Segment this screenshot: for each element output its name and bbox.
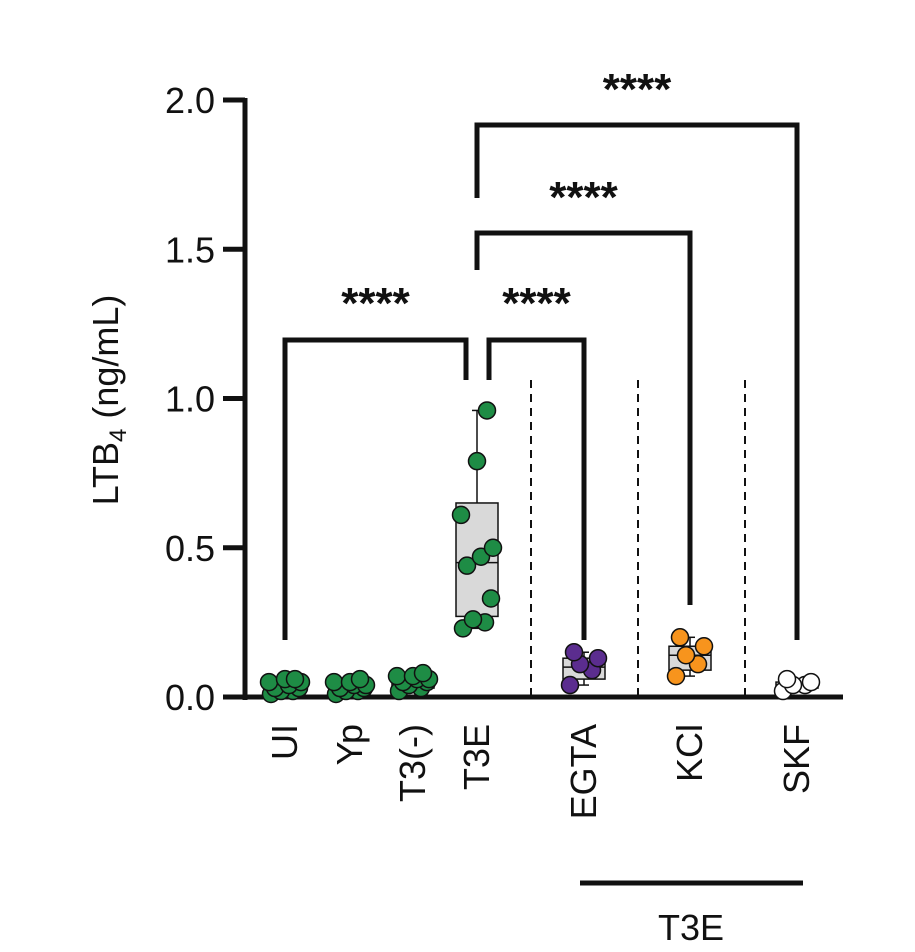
data-point-egta (560, 675, 580, 695)
data-point-t3e (483, 538, 503, 557)
significance-label-t3e-vs-skf: **** (603, 65, 672, 114)
significance-label-t3e-vs-kcl: **** (549, 173, 618, 222)
y-ticks: 0.0 0.5 1.0 1.5 2.0 (165, 80, 245, 718)
data-point-kcl (694, 637, 714, 656)
data-point-kcl (670, 628, 690, 647)
data-point-egta (588, 648, 608, 668)
x-tick-label-egta: EGTA (563, 724, 604, 819)
data-point-t3e (477, 401, 497, 420)
group-dividers (530, 380, 746, 697)
x-tick-label-t3e: T3E (456, 724, 497, 790)
axes (242, 98, 843, 700)
bracket-t3e-vs-egta (486, 337, 587, 640)
y-axis-title: LTB4 (ng/mL) (85, 295, 132, 506)
data-point-yp (350, 669, 370, 689)
group-annotation: T3E (580, 880, 803, 948)
y-tick-label: 1.0 (165, 379, 215, 420)
data-points (259, 401, 821, 704)
x-tick-label-t3: T3(-) (392, 724, 433, 802)
data-point-t3e (467, 451, 487, 471)
x-tick-labels: UI Yp T3(-) T3E EGTA KCl SKF (264, 724, 817, 819)
data-point-t3 (413, 663, 433, 683)
bracket-t3e-vs-kcl (474, 230, 693, 605)
data-point-t3e (451, 505, 471, 525)
x-tick-label-ui: UI (264, 724, 305, 760)
group-label: T3E (658, 907, 724, 948)
data-point-t3e (457, 556, 477, 575)
data-point-kcl (676, 645, 696, 665)
data-point-t3 (387, 666, 407, 686)
data-point-kcl (666, 666, 686, 686)
y-tick-label: 0.5 (165, 528, 215, 569)
boxes (263, 409, 819, 695)
data-point-skf (801, 672, 821, 692)
data-point-t3e (481, 589, 501, 608)
data-point-ui (259, 672, 279, 692)
data-point-t3e (463, 610, 483, 629)
data-point-egta (564, 642, 584, 662)
y-tick-label: 0.0 (165, 677, 215, 718)
significance-label-ui-vs-t3e: **** (341, 279, 410, 328)
bracket-ui-vs-t3e (282, 337, 469, 640)
x-tick-label-yp: Yp (329, 724, 370, 765)
data-point-skf (777, 669, 797, 689)
x-tick-label-kcl: KCl (669, 724, 710, 782)
significance-brackets: **** **** **** **** (282, 65, 800, 640)
data-point-yp (324, 672, 344, 692)
data-point-ui (285, 669, 305, 689)
x-tick-label-skf: SKF (776, 724, 817, 794)
significance-label-t3e-vs-egta: **** (502, 279, 571, 328)
y-tick-label: 1.5 (165, 229, 215, 270)
y-tick-label: 2.0 (165, 80, 215, 121)
bracket-t3e-vs-skf (474, 122, 800, 640)
